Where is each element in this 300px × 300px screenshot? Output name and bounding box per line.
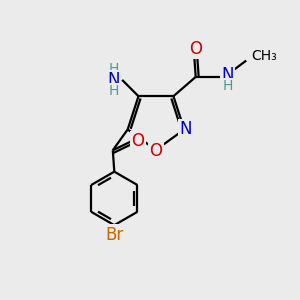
Text: Br: Br <box>105 226 123 244</box>
Text: H: H <box>109 62 119 76</box>
Text: O: O <box>189 40 202 58</box>
Text: O: O <box>149 142 162 160</box>
Text: O: O <box>131 132 144 150</box>
Text: N: N <box>179 121 192 139</box>
Text: CH₃: CH₃ <box>252 49 277 63</box>
Text: N: N <box>108 71 120 89</box>
Text: H: H <box>222 80 233 93</box>
Text: N: N <box>221 65 234 83</box>
Text: H: H <box>109 84 119 98</box>
